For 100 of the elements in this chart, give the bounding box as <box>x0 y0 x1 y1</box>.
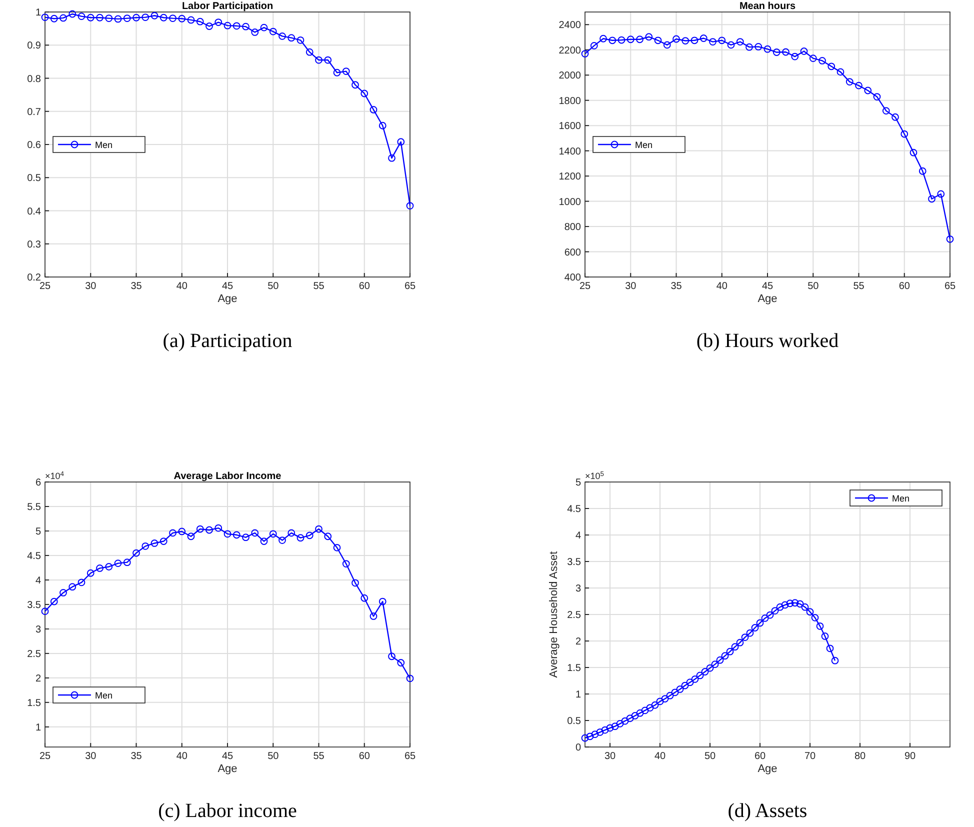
x-tick-label: 50 <box>268 281 280 292</box>
point <box>746 43 753 51</box>
point <box>590 42 598 50</box>
y-tick-label: 3.5 <box>27 600 42 611</box>
chart-title: Average Labor Income <box>174 471 282 482</box>
y-tick-label: 4 <box>35 575 42 586</box>
point <box>86 569 94 577</box>
point <box>671 688 679 696</box>
point <box>786 600 794 608</box>
point <box>791 52 799 60</box>
chart-title: Mean hours <box>739 1 796 12</box>
point <box>150 540 158 547</box>
x-tick-label: 80 <box>854 751 866 762</box>
x-tick-label: 45 <box>222 281 234 292</box>
point <box>150 12 158 20</box>
point <box>831 656 839 664</box>
point <box>618 36 626 44</box>
y-axis-title: Average Household Asset <box>548 551 560 678</box>
point <box>242 22 250 30</box>
point <box>846 78 854 86</box>
point <box>690 36 698 44</box>
y-tick-label: 2.5 <box>567 610 582 621</box>
point <box>370 612 378 620</box>
point <box>727 41 735 49</box>
point <box>187 532 195 540</box>
point <box>296 36 304 44</box>
x-tick-label: 45 <box>222 751 234 762</box>
point <box>160 14 168 22</box>
point <box>306 48 314 56</box>
point <box>178 14 186 22</box>
point <box>50 598 58 606</box>
x-tick-label: 90 <box>904 751 916 762</box>
point <box>132 549 140 557</box>
x-tick-label: 30 <box>604 751 616 762</box>
legend-label: Men <box>95 140 113 150</box>
point <box>86 14 94 22</box>
point <box>736 638 744 646</box>
point <box>761 614 769 622</box>
point <box>378 122 386 130</box>
x-tick-label: 35 <box>130 281 142 292</box>
x-tick-label: 40 <box>176 751 188 762</box>
point <box>586 732 594 740</box>
point <box>352 81 359 89</box>
point <box>716 656 724 664</box>
y-tick-label: 3.5 <box>567 557 582 568</box>
point <box>78 578 86 586</box>
point <box>645 33 653 41</box>
point <box>864 86 872 94</box>
text: ×10$^{5}$ <box>585 470 604 481</box>
point <box>855 82 862 90</box>
point <box>123 14 131 22</box>
x-axis-title: Age <box>758 763 778 775</box>
point <box>242 534 250 542</box>
y-tick-label: 0.4 <box>27 206 42 218</box>
point <box>928 195 936 203</box>
point <box>616 720 624 728</box>
point <box>306 532 314 540</box>
y-tick-label: 0.8 <box>27 74 42 85</box>
point <box>776 603 784 611</box>
point <box>324 532 332 540</box>
x-tick-label: 35 <box>670 281 682 292</box>
x-tick-label: 60 <box>358 751 370 762</box>
y-tick-label: 4 <box>575 530 582 542</box>
point <box>696 672 704 680</box>
point <box>910 148 918 156</box>
x-tick-label: 70 <box>804 751 816 762</box>
point <box>721 652 729 660</box>
point <box>352 579 359 587</box>
point <box>315 56 322 64</box>
point <box>68 10 76 18</box>
point <box>626 36 634 44</box>
point <box>791 599 799 607</box>
point <box>726 648 734 656</box>
point <box>378 598 386 606</box>
point <box>606 724 614 732</box>
point <box>828 62 836 70</box>
point <box>676 686 684 693</box>
legend-label: Men <box>95 690 113 700</box>
point <box>826 644 834 652</box>
x-tick-label: 65 <box>404 281 416 292</box>
point <box>937 190 945 198</box>
x-tick-label: 30 <box>85 751 97 762</box>
x-tick-label: 50 <box>268 751 280 762</box>
point <box>631 712 639 720</box>
y-tick-label: 1.5 <box>27 698 42 709</box>
point <box>946 235 954 243</box>
point <box>388 154 396 162</box>
point <box>224 530 232 538</box>
y-tick-label: 5 <box>575 478 582 488</box>
point <box>296 534 304 542</box>
y-tick-label: 0.6 <box>27 140 42 151</box>
point <box>260 24 268 32</box>
point <box>96 14 104 22</box>
point <box>764 45 772 53</box>
point <box>651 701 659 709</box>
point <box>821 632 829 640</box>
y-tick-label: 1 <box>575 690 582 700</box>
point <box>132 14 140 22</box>
y-tick-label: 600 <box>564 247 582 258</box>
point <box>746 629 754 637</box>
